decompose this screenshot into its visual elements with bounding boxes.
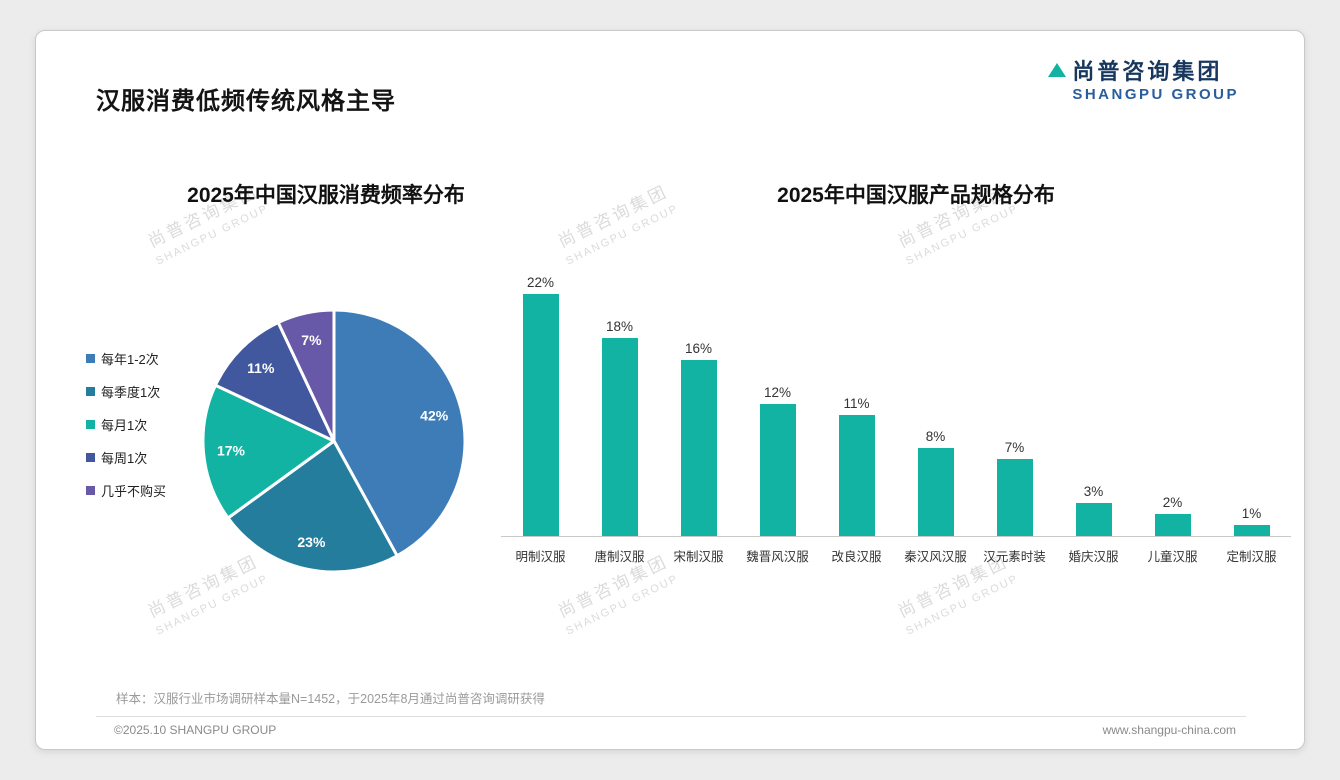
slide-card: 汉服消费低频传统风格主导 尚普咨询集团 SHANGPU GROUP 尚普咨询集团… — [35, 30, 1305, 750]
bar — [1154, 514, 1191, 536]
bar-category-label: 婚庆汉服 — [1068, 550, 1119, 564]
bar-category-label: 定制汉服 — [1226, 550, 1277, 564]
bar — [1233, 525, 1270, 536]
legend-item: 每年1-2次 — [86, 349, 166, 368]
pie-data-label: 23% — [297, 534, 326, 550]
bar-value-label: 16% — [684, 341, 713, 356]
legend-swatch — [86, 486, 95, 495]
bar — [838, 415, 875, 536]
category-labels-row: 明制汉服 唐制汉服 宋制汉服 魏晋风汉服 改良汉服 秦汉风汉服 汉元素时装 婚庆汉服 儿童汉服 定… — [501, 537, 1291, 565]
bar-category-label: 唐制汉服 — [594, 550, 645, 564]
page-title: 汉服消费低频传统风格主导 — [96, 88, 396, 115]
bar-value-label: 22% — [526, 275, 555, 290]
pie-legend: 每年1-2次 每季度1次每月1次每周1次几乎不购买 — [86, 349, 166, 514]
bar-column: 12% — [738, 385, 817, 536]
bar — [680, 360, 717, 536]
pie-slice — [276, 308, 336, 443]
pie-data-label: 17% — [217, 443, 246, 459]
bar-column: 16% — [659, 341, 738, 536]
legend-label: 每周1次 — [101, 451, 148, 466]
pie-data-label: 11% — [247, 360, 275, 376]
bar-column: 8% — [896, 429, 975, 536]
bar — [601, 338, 638, 536]
watermark-en: SHANGPU GROUP — [154, 202, 271, 268]
bar-column: 1% — [1212, 506, 1291, 536]
bar — [996, 459, 1033, 536]
watermark-en: SHANGPU GROUP — [904, 572, 1021, 638]
legend-item: 每周1次 — [86, 448, 166, 467]
logo-triangle-icon — [1048, 63, 1067, 77]
bar-category-label: 宋制汉服 — [673, 550, 724, 564]
bar-category-label: 秦汉风汉服 — [904, 550, 967, 564]
bars-row: 22% 18% 16% 12% 11% 8% 7% 3% 2% 1% — [501, 271, 1291, 536]
bar — [917, 448, 954, 536]
legend-item: 几乎不购买 — [86, 481, 166, 500]
pie-slice — [226, 439, 399, 574]
bar — [1075, 503, 1112, 536]
bar-category-label: 儿童汉服 — [1147, 550, 1198, 564]
legend-label: 几乎不购买 — [101, 484, 167, 499]
bar — [759, 404, 796, 536]
pie-data-label: 42% — [420, 407, 449, 423]
pie-chart: 42% 23% 17% 11% 7% — [201, 308, 467, 574]
watermark-cn: 尚普咨询集团 — [555, 181, 672, 252]
bar-value-label: 8% — [925, 429, 946, 444]
bar-value-label: 3% — [1083, 484, 1104, 499]
pie-chart-title: 2025年中国汉服消费频率分布 — [187, 184, 465, 207]
bar-value-label: 1% — [1241, 506, 1262, 521]
bar-value-label: 7% — [1004, 440, 1025, 455]
legend-swatch — [86, 420, 95, 429]
x-axis-line — [501, 536, 1291, 537]
legend-item: 每月1次 — [86, 415, 166, 434]
watermark-en: SHANGPU GROUP — [564, 202, 681, 268]
bar-value-label: 12% — [763, 385, 792, 400]
pie-slice — [201, 383, 336, 520]
legend-item: 每季度1次 — [86, 382, 166, 401]
bar-chart: 22% 18% 16% 12% 11% 8% 7% 3% 2% 1% 明制汉服 唐制汉服 宋制汉服 魏晋… — [501, 271, 1291, 565]
bar-value-label: 18% — [605, 319, 634, 334]
bar-column: 11% — [817, 396, 896, 536]
legend-label: 每年1-2次 — [101, 352, 159, 367]
logo-cn: 尚普咨询集团 — [1072, 59, 1223, 84]
bar-category-label: 明制汉服 — [515, 550, 566, 564]
legend-swatch — [86, 354, 95, 363]
logo: 尚普咨询集团 SHANGPU GROUP — [1048, 59, 1239, 105]
bar-category-label: 魏晋风汉服 — [746, 550, 809, 564]
watermark: 尚普咨询集团 SHANGPU GROUP — [553, 181, 682, 271]
bar-value-label: 11% — [843, 396, 870, 411]
bar-column: 2% — [1133, 495, 1212, 536]
watermark-en: SHANGPU GROUP — [904, 202, 1021, 268]
bar-category-label: 改良汉服 — [831, 550, 882, 564]
sample-footnote: 样本：汉服行业市场调研样本量N=1452，于2025年8月通过尚普咨询调研获得 — [116, 692, 545, 706]
pie-data-label: 7% — [301, 332, 322, 348]
legend-swatch — [86, 387, 95, 396]
pie-slice — [332, 308, 467, 558]
watermark-en: SHANGPU GROUP — [564, 572, 681, 638]
bar-value-label: 2% — [1162, 495, 1183, 510]
pie-slice — [213, 320, 336, 443]
legend-label: 每月1次 — [101, 418, 148, 433]
legend-label: 每季度1次 — [101, 385, 161, 400]
bar-chart-title: 2025年中国汉服产品规格分布 — [777, 184, 1055, 207]
website-text: www.shangpu-china.com — [1102, 723, 1236, 737]
bar-column: 3% — [1054, 484, 1133, 536]
legend-swatch — [86, 453, 95, 462]
logo-en: SHANGPU GROUP — [1072, 86, 1239, 103]
bar-column: 22% — [501, 275, 580, 536]
logo-text: 尚普咨询集团 SHANGPU GROUP — [1072, 59, 1239, 105]
bar-column: 18% — [580, 319, 659, 536]
bar — [522, 294, 559, 536]
bar-category-label: 汉元素时装 — [983, 550, 1046, 564]
copyright-text: ©2025.10 SHANGPU GROUP — [114, 723, 277, 737]
bar-column: 7% — [975, 440, 1054, 536]
footer-divider — [96, 716, 1246, 717]
